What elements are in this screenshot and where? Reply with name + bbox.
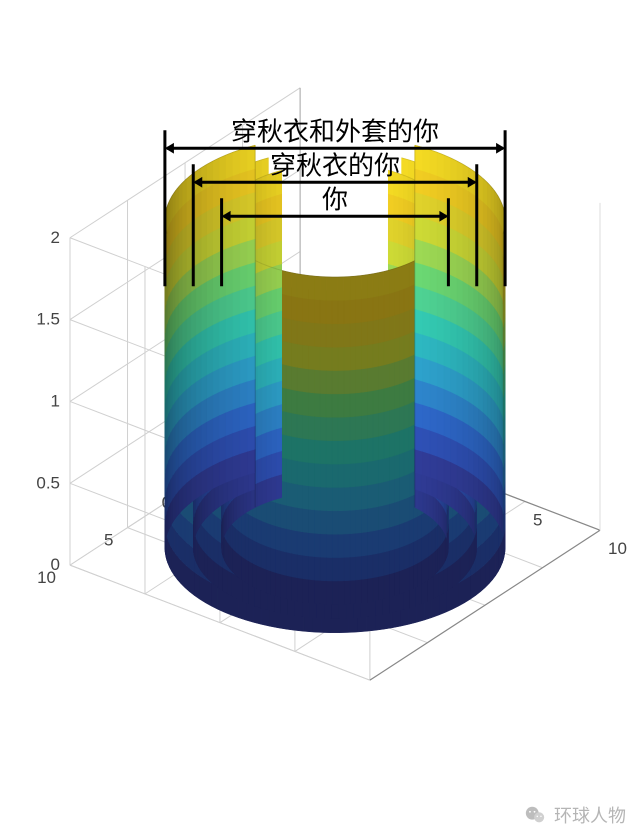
watermark-text: 环球人物: [554, 802, 626, 828]
svg-text:0.5: 0.5: [36, 473, 60, 492]
annotation-label: 穿秋衣和外套的你: [231, 116, 439, 146]
svg-text:1: 1: [51, 391, 60, 410]
svg-text:1.5: 1.5: [36, 310, 60, 329]
svg-text:2: 2: [51, 228, 60, 247]
watermark: 环球人物: [524, 802, 626, 828]
svg-text:10: 10: [608, 539, 627, 558]
annotation-label: 穿秋衣的你: [270, 150, 400, 180]
svg-text:5: 5: [104, 531, 113, 550]
chart-container: 00.511.52-10-50510-10-50510穿秋衣和外套的你穿秋衣的你…: [0, 0, 640, 838]
chart-3d-cylinders: 00.511.52-10-50510-10-50510穿秋衣和外套的你穿秋衣的你…: [0, 0, 640, 838]
wechat-icon: [524, 804, 546, 826]
svg-text:5: 5: [533, 510, 542, 529]
svg-text:10: 10: [37, 568, 56, 587]
cylinders: [165, 145, 505, 632]
annotation-label: 你: [322, 184, 348, 214]
